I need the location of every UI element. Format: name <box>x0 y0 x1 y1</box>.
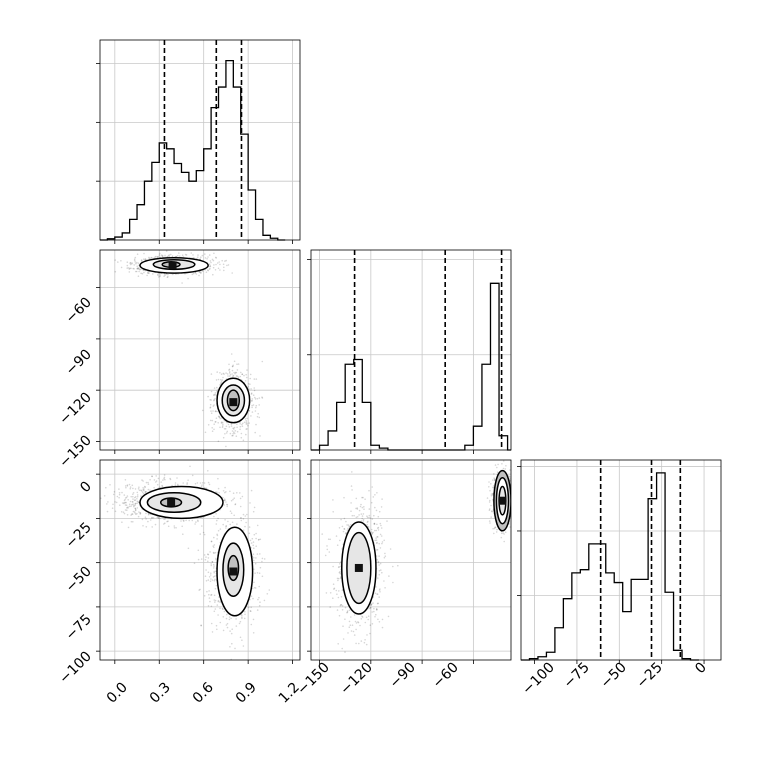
tick-label-zbottom-0: −100 <box>519 660 558 699</box>
tick-label-x-0: 0.0 <box>104 680 131 707</box>
tick-label-ybottom-1: −120 <box>337 660 376 699</box>
tick-label-zleft-1: −75 <box>63 612 95 644</box>
tick-label-ybottom-3: −60 <box>430 660 462 692</box>
plot-panels <box>96 39 722 664</box>
joint-y-z-density <box>321 460 511 653</box>
density-peak-1 <box>498 496 507 505</box>
density-peak-0 <box>354 563 363 572</box>
joint-x-z-frame <box>99 459 301 661</box>
tick-label-zbottom-2: −50 <box>598 660 630 692</box>
hist-y-frame <box>310 249 512 451</box>
tick-label-zleft-2: −50 <box>63 564 95 596</box>
hist-x-panel <box>96 39 301 244</box>
tick-label-zleft-4: 0 <box>77 479 95 497</box>
tick-label-zleft-0: −100 <box>56 649 95 688</box>
hist-z-panel <box>517 459 722 664</box>
tick-label-zleft-3: −25 <box>63 520 95 552</box>
tick-label-x-2: 0.6 <box>190 679 217 706</box>
density-peak-0 <box>167 498 176 507</box>
tick-label-x-1: 0.3 <box>147 680 174 707</box>
tick-label-zbottom-4: 0 <box>692 660 710 678</box>
tick-label-yleft-3: −60 <box>63 295 95 327</box>
hist-y-panel <box>307 249 512 454</box>
density-peak-1 <box>229 567 238 576</box>
joint-y-z-frame <box>310 459 512 661</box>
hist-x-frame <box>99 39 301 241</box>
tick-label-x-3: 0.9 <box>233 680 260 707</box>
joint-y-z-panel <box>307 459 512 664</box>
joint-x-y-frame <box>99 249 301 451</box>
tick-label-ybottom-2: −90 <box>387 660 419 692</box>
tick-label-yleft-1: −120 <box>56 390 95 429</box>
tick-label-ybottom-0: −150 <box>294 660 333 699</box>
hist-z-step-line <box>521 472 699 661</box>
tick-label-yleft-2: −90 <box>63 347 95 379</box>
hist-y-step-line <box>311 282 511 451</box>
density-peak-0 <box>168 261 177 270</box>
density-peak-1 <box>229 398 238 407</box>
joint-x-y-density <box>114 250 264 448</box>
joint-x-z-panel <box>96 459 301 664</box>
hist-z-frame <box>520 459 722 661</box>
hist-x-step-line <box>100 59 286 241</box>
tick-label-zbottom-1: −75 <box>561 660 593 692</box>
tick-label-yleft-0: −150 <box>56 433 95 472</box>
tick-label-zbottom-3: −25 <box>634 660 666 692</box>
joint-x-y-panel <box>96 249 301 454</box>
joint-x-z-density <box>100 465 271 660</box>
